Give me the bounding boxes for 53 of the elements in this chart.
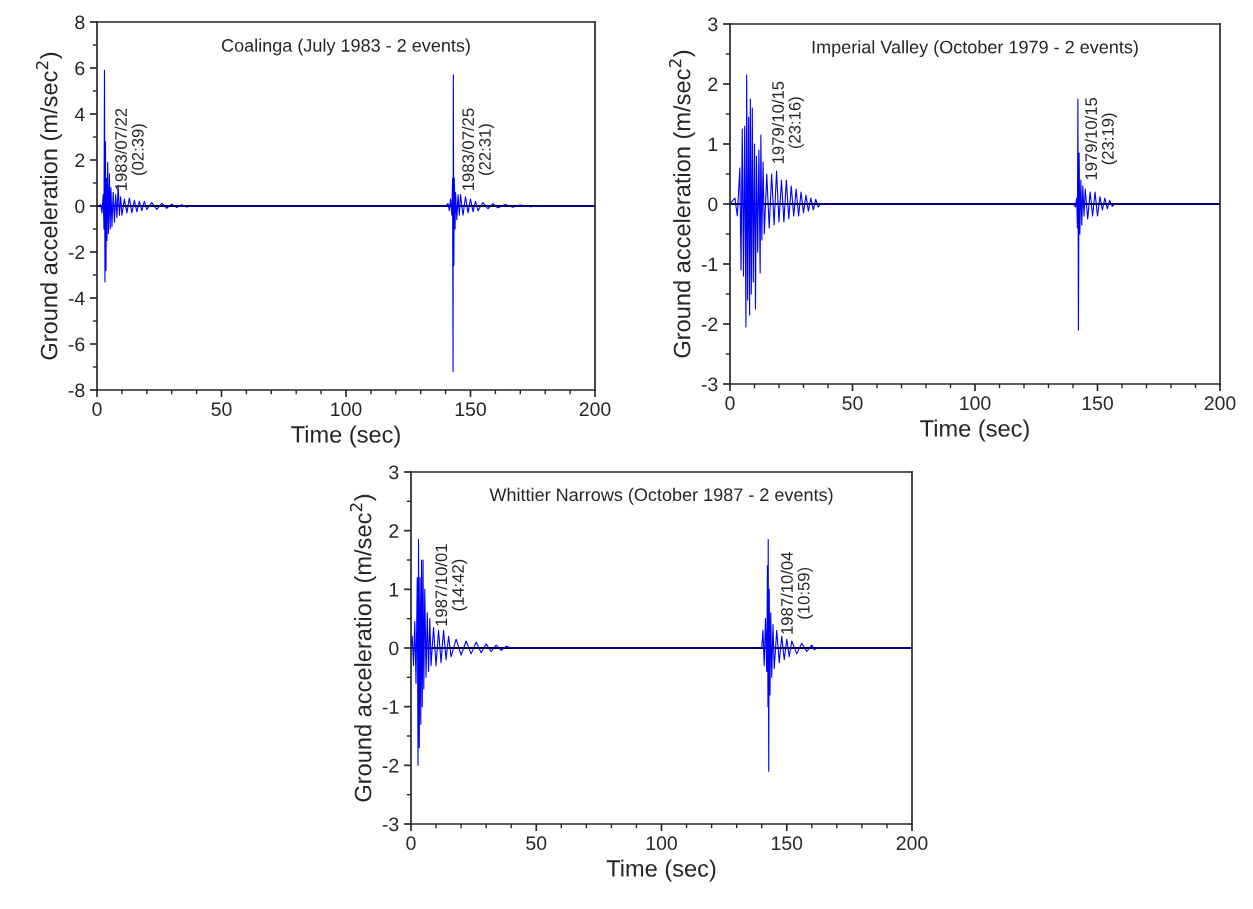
annotation: 1979/10/15 (23:19)	[1084, 97, 1118, 180]
x-tick-label: 100	[960, 396, 991, 411]
y-tick-label: -2	[701, 317, 718, 332]
x-tick-label: 200	[579, 402, 611, 417]
y-tick-label: -4	[68, 291, 85, 306]
y-tick-label: 4	[74, 107, 85, 122]
y-tick-label: -2	[382, 758, 399, 773]
x-tick-label: 50	[526, 836, 547, 851]
y-tick-label: 2	[708, 77, 718, 92]
y-tick-label: 6	[75, 61, 85, 76]
y-axis-title: Ground acceleration (m/sec$^{2}$)	[668, 50, 696, 358]
x-tick-label: 0	[725, 396, 735, 411]
y-tick-label: -1	[701, 257, 718, 272]
y-tick-label: -3	[701, 377, 718, 392]
y-tick-label: 0	[708, 197, 718, 212]
x-tick-label: 150	[455, 402, 486, 417]
x-tick-label: 200	[1204, 396, 1236, 411]
x-axis-title: Time (sec)	[606, 859, 716, 882]
x-axis-title: Time (sec)	[920, 419, 1029, 442]
y-tick-label: 2	[389, 524, 399, 538]
x-tick-label: 50	[211, 402, 232, 417]
y-axis-title: Ground acceleration (m/sec$^{2}$)	[349, 494, 377, 802]
y-tick-label: -1	[382, 700, 399, 714]
x-tick-label: 50	[842, 396, 863, 411]
y-tick-label: -8	[68, 383, 85, 398]
y-tick-label: 2	[75, 153, 85, 168]
x-tick-label: 0	[92, 402, 102, 417]
y-tick-label: 8	[75, 15, 85, 30]
x-tick-label: 150	[772, 836, 803, 851]
annotation: 1979/10/15 (23:16)	[771, 81, 804, 164]
text: Coalinga (July 1983 - 2 events)	[221, 38, 470, 56]
y-tick-label: 1	[708, 137, 718, 152]
y-tick-label: 1	[389, 583, 399, 597]
text: Whittier Narrows (October 1987 - 2 events)	[489, 487, 833, 505]
x-axis-title: Time (sec)	[291, 425, 400, 448]
x-tick-label: 200	[896, 836, 928, 851]
text: Imperial Valley (October 1979 - 2 events)	[812, 40, 1138, 58]
annotation: 1983/07/22 (02:39)	[114, 108, 147, 191]
y-tick-label: 0	[75, 199, 85, 214]
annotation: 1983/07/25 (22:31)	[461, 108, 495, 191]
y-tick-label: 3	[708, 17, 718, 32]
y-tick-label: 3	[389, 465, 399, 480]
annotation: 1987/10/01 (14:42)	[434, 544, 468, 626]
x-tick-label: 100	[331, 402, 362, 417]
y-tick-label: -2	[68, 245, 85, 260]
y-tick-label: 0	[389, 641, 399, 656]
x-tick-label: 150	[1082, 396, 1113, 411]
y-axis-title: Ground acceleration (m/sec$^{2}$)	[35, 52, 63, 360]
x-tick-label: 100	[646, 836, 677, 851]
annotation: 1987/10/04 (10:59)	[780, 552, 813, 634]
x-tick-label: 0	[406, 836, 416, 851]
y-tick-label: -3	[382, 817, 399, 832]
y-tick-label: -6	[68, 337, 85, 352]
